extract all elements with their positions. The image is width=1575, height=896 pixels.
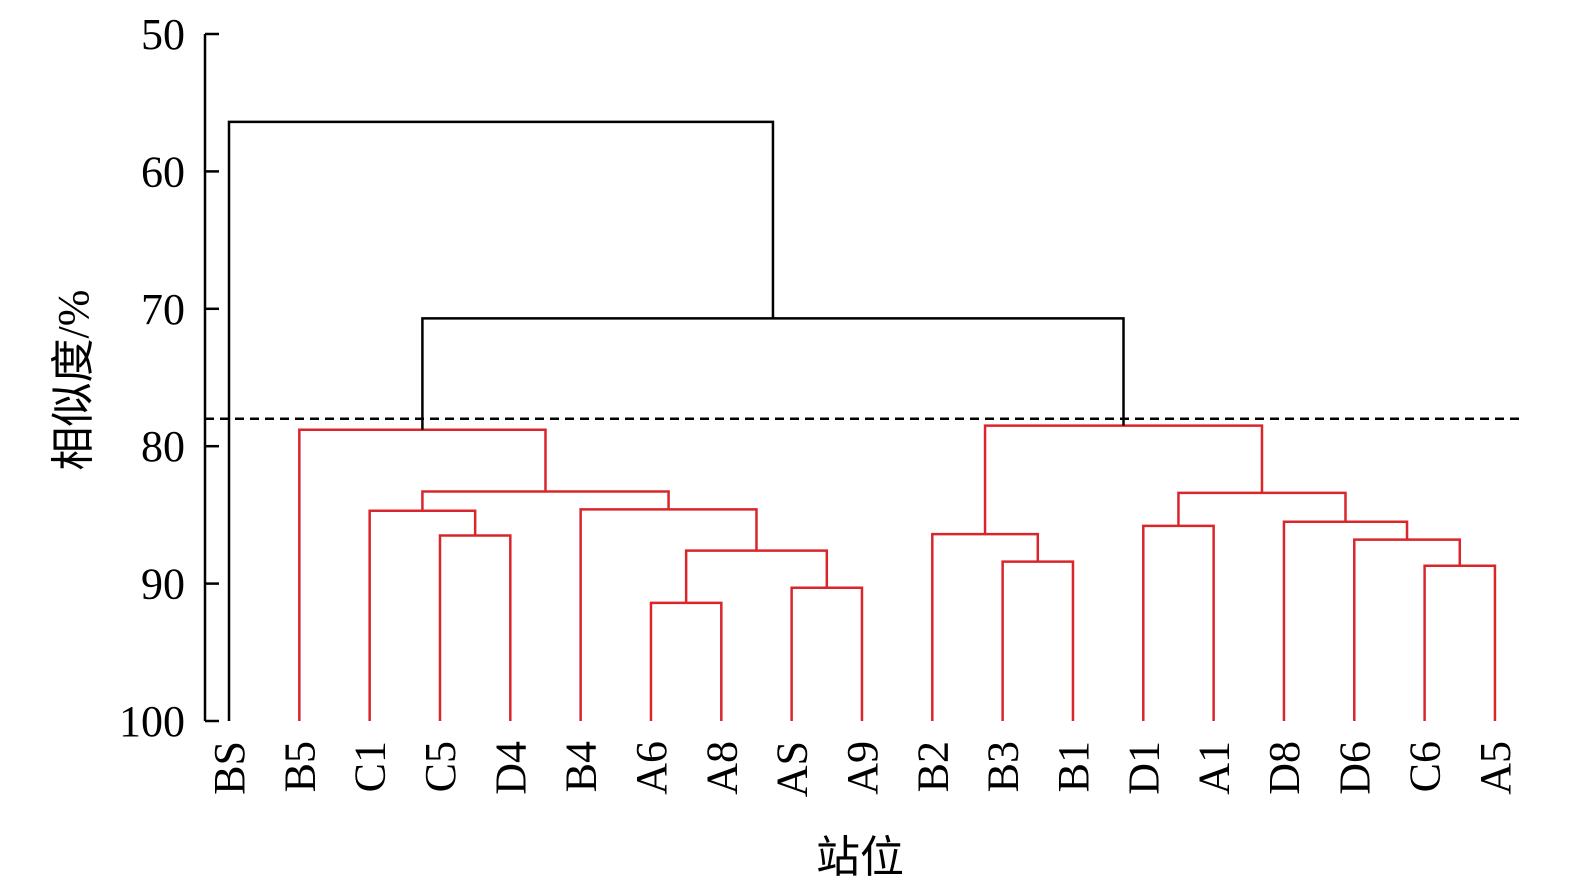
dendrogram-link	[579, 508, 758, 721]
leaf-label: C6	[1401, 741, 1450, 792]
leaf-label: B5	[275, 741, 324, 792]
dendrogram-link	[421, 317, 1125, 430]
dendrogram-link	[790, 586, 864, 721]
y-tick-label: 100	[119, 697, 185, 746]
leaf-label: D8	[1260, 741, 1309, 795]
dendrogram-link	[421, 490, 670, 511]
leaf-label: B3	[979, 741, 1028, 792]
leaf-label: B2	[908, 741, 957, 792]
dendrogram-link	[1142, 524, 1215, 721]
leaf-label: A6	[627, 741, 676, 795]
leaf-label: A5	[1471, 741, 1520, 795]
leaf-label: C5	[416, 741, 465, 792]
y-tick-label: 50	[141, 10, 185, 59]
leaf-label: D4	[486, 741, 535, 795]
dendrogram-link	[227, 120, 775, 721]
dendrogram-link	[684, 549, 829, 603]
dendrogram-link	[1001, 560, 1075, 721]
leaf-label: B4	[557, 741, 606, 792]
dendrogram-link	[298, 428, 547, 721]
y-tick-label: 80	[141, 422, 185, 471]
dendrogram-link	[1282, 520, 1409, 721]
y-axis-label: 相似度/%	[49, 290, 98, 471]
leaf-label: A8	[697, 741, 746, 795]
dendrogram-link	[983, 424, 1264, 535]
dendrogram-link	[1423, 564, 1497, 721]
leaf-label: D1	[1119, 741, 1168, 795]
y-tick-label: 60	[141, 147, 185, 196]
leaf-label: C1	[346, 741, 395, 792]
leaf-label: A1	[1190, 741, 1239, 795]
dendrogram-link	[438, 534, 512, 721]
leaf-label: AS	[768, 741, 817, 797]
leaf-label: BS	[205, 741, 254, 795]
dendrogram-link	[368, 509, 477, 721]
y-tick-label: 70	[141, 285, 185, 334]
leaf-label: A9	[838, 741, 887, 795]
y-tick-label: 90	[141, 560, 185, 609]
dendrogram-link	[649, 601, 723, 721]
leaf-label: D6	[1330, 741, 1379, 795]
x-axis-label: 站位	[816, 833, 904, 882]
leaf-label: B1	[1049, 741, 1098, 792]
